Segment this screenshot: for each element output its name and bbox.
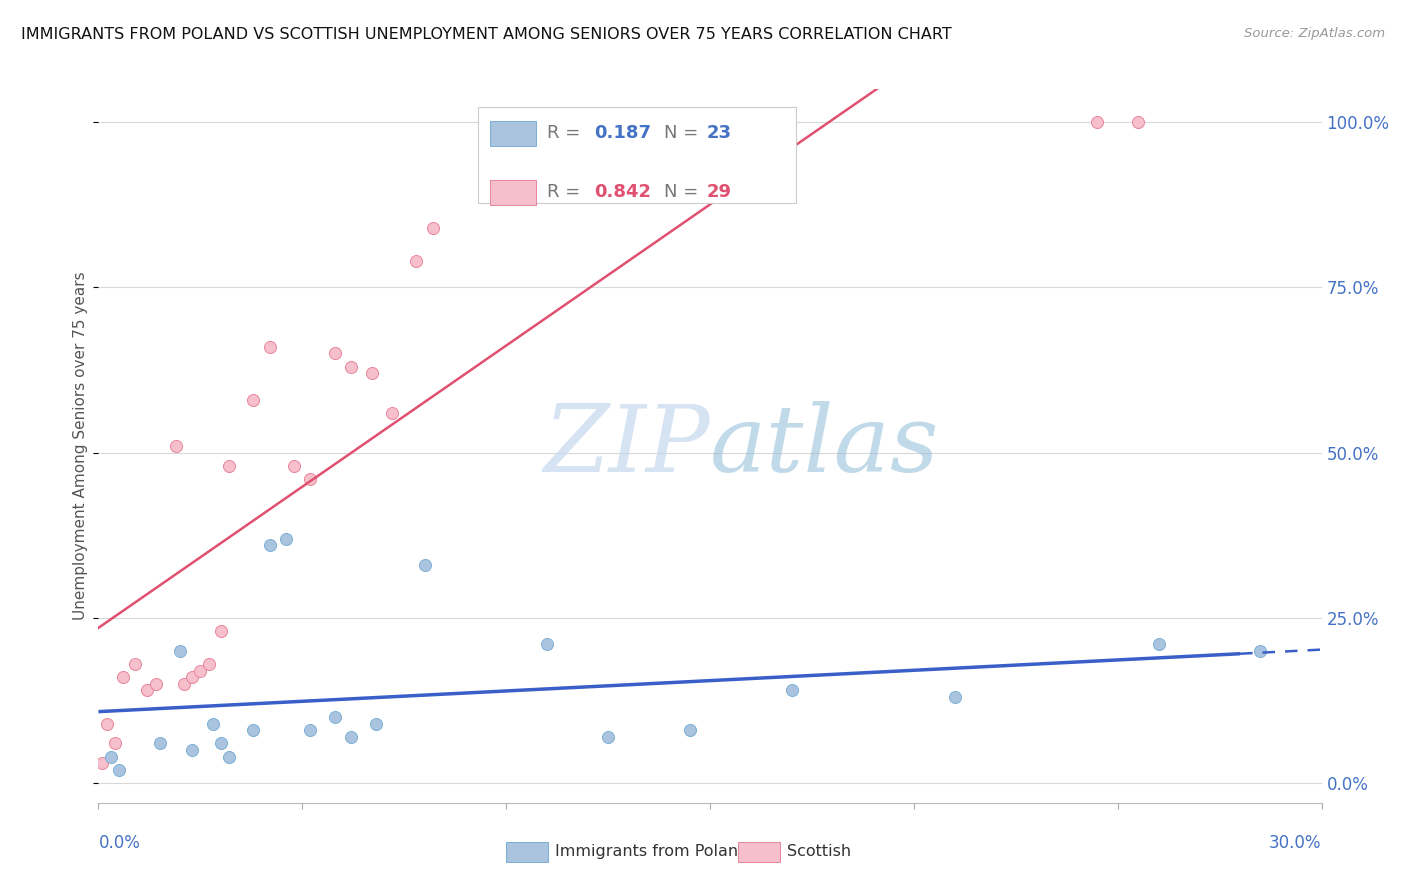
Point (165, 439, 187, 453)
Point (299, 472, 322, 486)
Text: 0.0%: 0.0% (98, 834, 141, 852)
Y-axis label: Unemployment Among Seniors over 75 years: Unemployment Among Seniors over 75 years (73, 272, 87, 620)
Point (422, 221, 444, 235)
Point (91, 756, 114, 771)
Point (780, 683, 803, 698)
Point (596, 730, 619, 744)
Point (1249, 644, 1271, 658)
FancyBboxPatch shape (489, 121, 536, 146)
Point (340, 359, 363, 374)
Point (259, 340, 281, 354)
Text: Immigrants from Poland: Immigrants from Poland (555, 845, 749, 859)
Text: 30.0%: 30.0% (1270, 834, 1322, 852)
Point (181, 670, 204, 684)
Point (1085, 115, 1108, 129)
Point (181, 743, 204, 757)
Point (209, 736, 232, 750)
Point (124, 657, 146, 671)
Point (188, 664, 212, 678)
Text: N =: N = (664, 125, 703, 143)
Point (100, 749, 122, 764)
Point (218, 749, 240, 764)
Point (145, 677, 167, 691)
Point (1147, 637, 1170, 651)
Point (283, 458, 305, 473)
Point (943, 690, 966, 704)
Point (169, 644, 191, 658)
Point (242, 392, 264, 407)
FancyBboxPatch shape (478, 107, 796, 203)
Point (299, 723, 322, 738)
Point (149, 736, 172, 750)
Point (360, 367, 382, 381)
Point (259, 538, 281, 552)
Point (274, 532, 297, 546)
Text: atlas: atlas (710, 401, 939, 491)
Text: 23: 23 (706, 125, 731, 143)
Point (323, 346, 346, 360)
Text: 0.842: 0.842 (593, 183, 651, 201)
Text: N =: N = (664, 183, 703, 201)
Point (242, 723, 264, 738)
Point (108, 763, 131, 777)
Point (405, 254, 427, 268)
Point (96, 716, 118, 731)
Text: ZIP: ZIP (543, 401, 710, 491)
Point (364, 716, 387, 731)
Point (679, 115, 702, 129)
Point (495, 115, 517, 129)
Text: Scottish: Scottish (787, 845, 852, 859)
Point (173, 677, 195, 691)
Text: Source: ZipAtlas.com: Source: ZipAtlas.com (1244, 27, 1385, 40)
Point (104, 736, 127, 750)
Point (218, 458, 240, 473)
FancyBboxPatch shape (489, 180, 536, 205)
Point (413, 558, 436, 572)
Point (136, 683, 159, 698)
Point (209, 624, 232, 638)
Point (516, 115, 538, 129)
Point (679, 723, 702, 738)
Point (1128, 115, 1150, 129)
Text: R =: R = (547, 183, 586, 201)
Point (536, 637, 558, 651)
Point (340, 730, 363, 744)
Point (323, 710, 346, 724)
Point (111, 670, 134, 684)
Text: 29: 29 (706, 183, 731, 201)
Point (201, 716, 224, 731)
Text: 0.187: 0.187 (593, 125, 651, 143)
Point (197, 657, 219, 671)
Text: R =: R = (547, 125, 586, 143)
Text: IMMIGRANTS FROM POLAND VS SCOTTISH UNEMPLOYMENT AMONG SENIORS OVER 75 YEARS CORR: IMMIGRANTS FROM POLAND VS SCOTTISH UNEMP… (21, 27, 952, 42)
Point (381, 406, 404, 420)
